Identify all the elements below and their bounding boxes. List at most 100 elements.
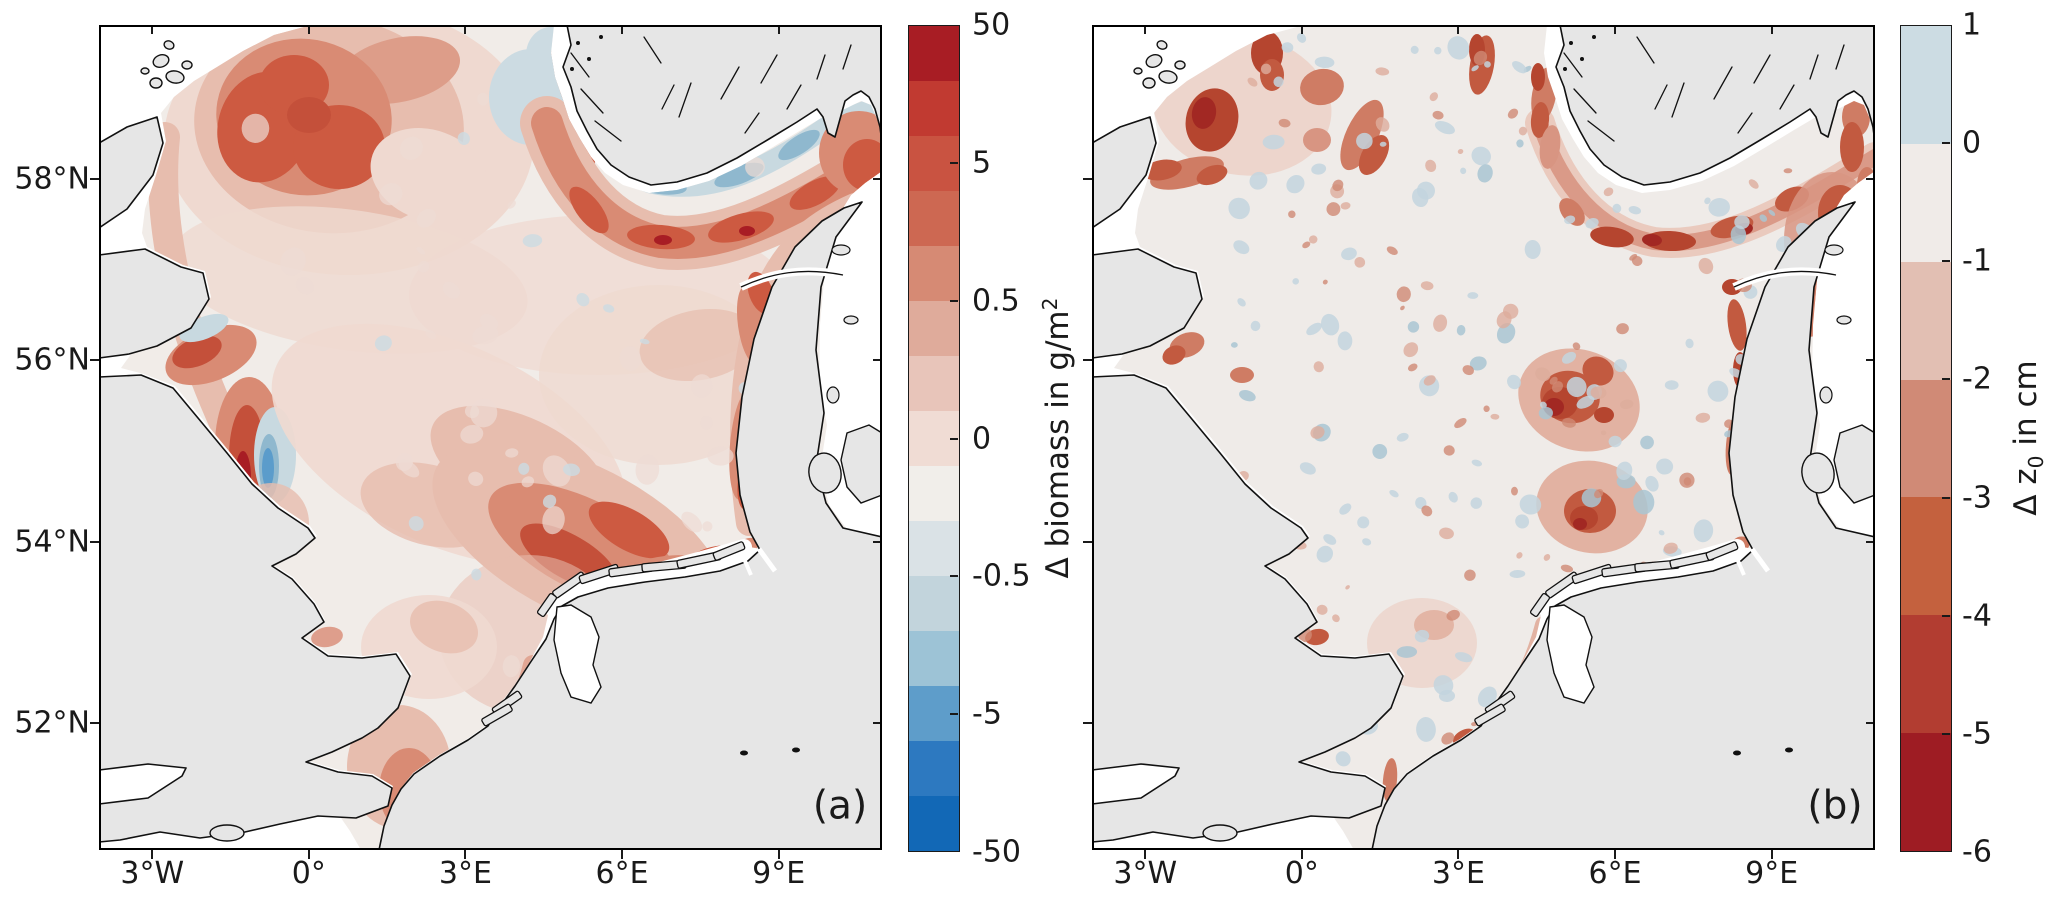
fjord-line — [1654, 84, 1668, 110]
speckle — [1420, 281, 1434, 291]
fjord-line — [1779, 84, 1795, 110]
speckle — [479, 313, 499, 331]
speckle — [1434, 120, 1455, 135]
colorbar-tick-label: -50 — [972, 834, 1021, 870]
x-tick-label-a: 0° — [291, 856, 326, 891]
fjord-line — [744, 112, 760, 134]
speckle — [1308, 235, 1318, 244]
colorbar-tick-label: 0 — [972, 421, 992, 456]
colorbar-tick-label: 1 — [1962, 7, 1982, 43]
colorbar-segment — [909, 81, 959, 136]
speckle — [562, 463, 580, 477]
orkney-island — [1158, 70, 1178, 84]
fjord-line — [661, 84, 675, 110]
orkney-island — [1174, 60, 1186, 70]
speckle — [1407, 321, 1420, 333]
colorbar-segment — [1901, 261, 1951, 380]
speckle — [1416, 181, 1435, 200]
speckle — [702, 521, 713, 532]
x-tick-label-a: 3°E — [438, 856, 492, 891]
speckle — [505, 448, 519, 458]
speckle — [1511, 486, 1518, 496]
speckle — [457, 132, 470, 145]
anomaly-blob — [569, 186, 609, 234]
speckle — [1462, 365, 1475, 376]
speckle — [1432, 110, 1444, 120]
weser-estuary — [740, 553, 753, 576]
colorbar-segment — [909, 521, 959, 576]
anomaly-blob — [789, 176, 841, 210]
speckle — [417, 260, 430, 273]
anomaly-blob — [1162, 345, 1186, 365]
speckle — [1708, 198, 1730, 217]
x-tick-label-b: 3°W — [1113, 856, 1178, 891]
speckle — [1372, 443, 1388, 460]
norway-islet — [1580, 57, 1584, 61]
speckle — [576, 292, 590, 307]
speckle — [1423, 375, 1436, 386]
x-tick-label-a: 9°E — [752, 856, 806, 891]
speckle — [1296, 33, 1307, 43]
speckle — [1379, 141, 1387, 147]
speckle — [1490, 413, 1500, 420]
speckle — [522, 234, 543, 248]
speckle — [1250, 320, 1261, 332]
colorbar-tick-label: -3 — [1962, 480, 1992, 516]
inland-lake — [1733, 750, 1741, 756]
colorbar-tick — [950, 437, 959, 440]
speckle — [542, 494, 557, 509]
inland-lake — [792, 747, 800, 753]
anomaly-blob — [1530, 102, 1550, 138]
colorbar-segment — [909, 466, 959, 521]
y-tick-left-a — [90, 722, 99, 725]
speckle — [1446, 609, 1460, 621]
speckle — [1561, 417, 1576, 428]
speckle — [1341, 247, 1357, 261]
colorbar-tick — [1942, 142, 1951, 145]
colorbar-tick-label: -0.5 — [972, 558, 1031, 594]
x-tick-bottom-a — [151, 850, 154, 859]
speckle — [1608, 435, 1622, 448]
y-tick-right-b — [1866, 359, 1873, 362]
anomaly-blob — [639, 308, 759, 382]
land-norway-sweden — [562, 25, 882, 186]
speckle — [1278, 118, 1291, 128]
x-tick-label-b: 3°E — [1431, 856, 1485, 891]
speckle — [1239, 390, 1256, 402]
wadden-island — [481, 703, 513, 727]
speckle — [603, 304, 615, 313]
anomaly-blob — [1642, 233, 1662, 247]
speckle — [1230, 342, 1238, 348]
speckle — [1707, 380, 1729, 402]
speckle — [1311, 163, 1327, 175]
speckle — [542, 455, 571, 487]
colorbar-tick-label: -5 — [972, 696, 1002, 732]
x-tick-top-b — [1457, 27, 1460, 34]
speckle — [1471, 459, 1483, 467]
speckle — [1496, 311, 1512, 329]
speckle — [1460, 167, 1467, 175]
colorbar-b — [1900, 25, 1952, 852]
ijsselmeer-lake — [1546, 604, 1595, 704]
island-samsoe — [826, 386, 840, 404]
x-tick-bottom-a — [307, 850, 310, 859]
map-panel-a — [99, 25, 882, 850]
y-tick-right-a — [873, 540, 880, 543]
inland-lake — [1785, 747, 1793, 753]
colorbar-tick — [950, 713, 959, 716]
speckle — [1663, 542, 1678, 554]
colorbar-segment — [1901, 615, 1951, 734]
panel-border — [99, 25, 882, 850]
speckle — [1403, 342, 1419, 358]
speckle — [468, 471, 484, 486]
anomaly-blob — [1582, 356, 1614, 386]
y-tick-right-a — [873, 178, 880, 181]
speckle — [681, 511, 703, 533]
x-tick-label-b: 0° — [1284, 856, 1319, 891]
speckle — [1600, 430, 1607, 436]
speckle — [295, 277, 315, 295]
norway-islet — [1592, 35, 1596, 39]
anomaly-blob — [1590, 226, 1634, 248]
y-tick-left-a — [90, 178, 99, 181]
